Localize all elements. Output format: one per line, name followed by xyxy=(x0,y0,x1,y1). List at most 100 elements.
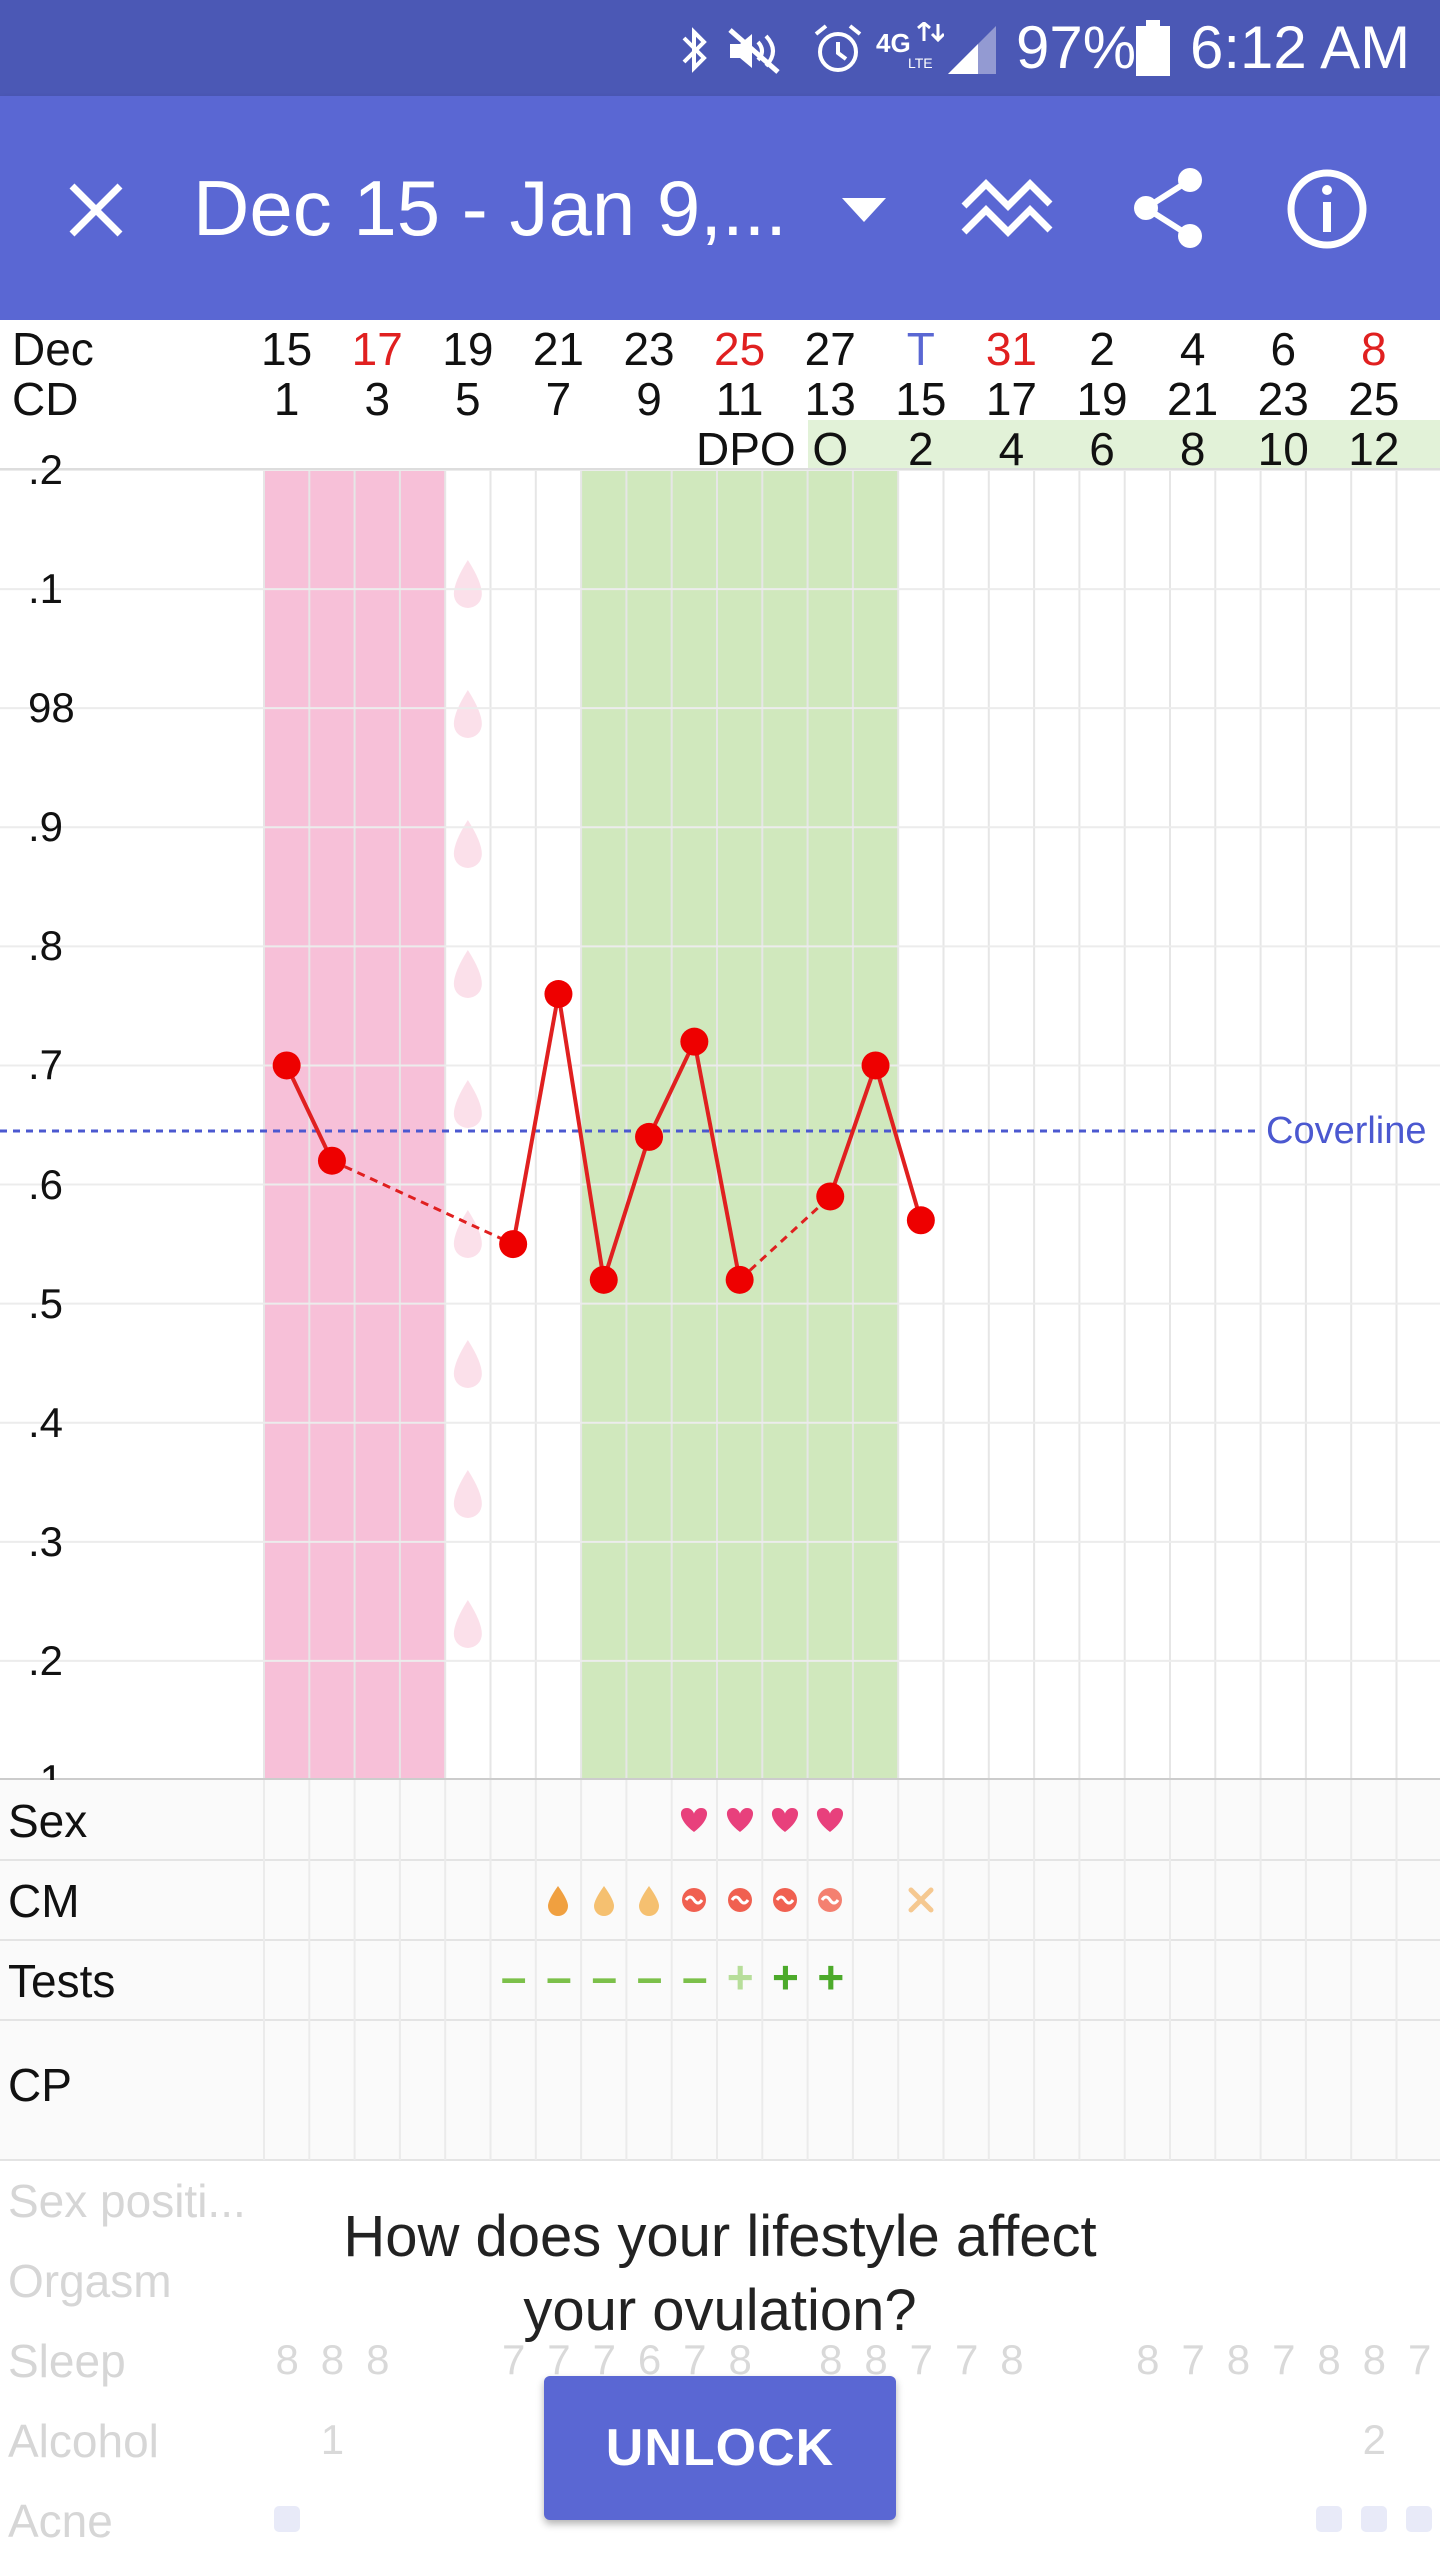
header-date[interactable]: 23 xyxy=(623,323,675,375)
header-cycle-day: 1 xyxy=(273,373,300,425)
mute-icon xyxy=(728,28,780,74)
test-result-mark: – xyxy=(546,1951,572,2003)
header-cycle-day: 5 xyxy=(455,373,481,425)
heart-icon xyxy=(817,1808,844,1832)
spotting-drop-icon xyxy=(453,950,482,998)
temperature-line-segment xyxy=(692,1041,742,1281)
temperature-point xyxy=(816,1182,845,1211)
sleep-value: 7 xyxy=(547,2336,571,2383)
header-date[interactable]: T xyxy=(906,323,935,375)
test-result-mark: – xyxy=(591,1951,618,2003)
temperature-point xyxy=(861,1051,890,1080)
sleep-value: 8 xyxy=(728,2336,752,2383)
temperature-point xyxy=(906,1206,935,1235)
sleep-value: 8 xyxy=(1226,2336,1251,2383)
header-dpo: 8 xyxy=(1179,423,1206,475)
header-date[interactable]: 31 xyxy=(985,323,1038,375)
header-date[interactable]: 19 xyxy=(442,323,494,375)
temperature-chart-svg[interactable]: Coverline xyxy=(0,469,1440,1781)
svg-text:4G: 4G xyxy=(876,28,911,58)
spotting-drop-icon xyxy=(453,560,482,608)
date-range-title[interactable]: Dec 15 - Jan 9,... xyxy=(193,164,787,252)
header-date[interactable]: 15 xyxy=(261,323,313,375)
bluetooth-icon xyxy=(682,27,707,73)
temperature-point xyxy=(589,1265,618,1294)
y-axis-tick: .7 xyxy=(28,1041,64,1089)
cross-icon xyxy=(908,1887,934,1913)
share-icon[interactable] xyxy=(1130,166,1206,250)
cd-label: CD xyxy=(12,373,79,425)
y-axis-tick: .8 xyxy=(28,922,64,970)
coverline-label: Coverline xyxy=(1266,1110,1427,1152)
acne-square-icon xyxy=(1406,2506,1433,2532)
row-label-sex-position: Sex positi... xyxy=(8,2175,246,2227)
header-date[interactable]: 6 xyxy=(1270,323,1297,375)
header-date[interactable]: 17 xyxy=(351,323,403,375)
spotting-drop-icon xyxy=(453,690,482,738)
drop-icon xyxy=(548,1886,569,1916)
header-date[interactable]: 4 xyxy=(1179,323,1206,375)
row-grid xyxy=(0,1780,1440,2161)
eggwhite-icon xyxy=(772,1888,797,1912)
row-label-alcohol: Alcohol xyxy=(8,2415,159,2467)
row-label-tests: Tests xyxy=(8,1955,116,2007)
sleep-value: 8 xyxy=(275,2336,299,2383)
test-result-mark: + xyxy=(772,1951,799,2003)
sleep-value: 7 xyxy=(1272,2336,1296,2383)
temperature-point xyxy=(635,1122,664,1151)
header-date[interactable]: 21 xyxy=(532,323,585,375)
y-axis-tick: .1 xyxy=(28,565,64,613)
y-axis-tick: .5 xyxy=(28,1279,64,1327)
header-date[interactable]: 27 xyxy=(804,323,856,375)
temperature-line-segment xyxy=(556,993,606,1281)
header-cycle-day: 19 xyxy=(1076,373,1128,425)
sleep-value: 7 xyxy=(1407,2336,1432,2383)
dpo-label: DPO xyxy=(696,423,796,475)
header-date[interactable]: 8 xyxy=(1361,323,1387,375)
alcohol-value: 1 xyxy=(320,2416,345,2463)
sleep-value: 8 xyxy=(320,2336,345,2383)
chevron-down-icon[interactable] xyxy=(840,196,888,224)
row-label-acne: Acne xyxy=(8,2495,113,2547)
clock: 6:12 AM xyxy=(1190,14,1411,81)
spotting-drop-icon xyxy=(453,820,482,868)
header-date[interactable]: 25 xyxy=(714,323,766,375)
spotting-drop-icon xyxy=(453,1340,482,1388)
unlock-button[interactable]: UNLOCK xyxy=(544,2376,896,2520)
heart-icon xyxy=(771,1808,798,1832)
header-dpo: 10 xyxy=(1257,423,1309,475)
temperature-point xyxy=(725,1265,754,1294)
signal-icon xyxy=(948,26,996,74)
y-axis-tick: .3 xyxy=(28,1517,64,1565)
row-label-sex: Sex xyxy=(8,1795,88,1847)
sleep-value: 8 xyxy=(864,2336,888,2383)
test-result-mark: + xyxy=(726,1951,754,2003)
chart-toggle-icon[interactable] xyxy=(960,166,1054,250)
header-cycle-day: 23 xyxy=(1257,373,1309,425)
header-cycle-day: 13 xyxy=(804,373,856,425)
temperature-line-segment xyxy=(828,1064,878,1198)
header-date[interactable]: 2 xyxy=(1089,323,1115,375)
sleep-value: 7 xyxy=(592,2336,616,2383)
row-label-orgasm: Orgasm xyxy=(8,2255,172,2307)
header-cycle-day: 15 xyxy=(895,373,947,425)
header-dpo: 6 xyxy=(1089,423,1115,475)
row-label-sleep: Sleep xyxy=(8,2335,126,2387)
battery-percent: 97% xyxy=(1016,14,1137,81)
header-cycle-day: 17 xyxy=(985,373,1038,425)
temperature-chart[interactable]: Coverline .2.1 98.9.8.7.6.5.4.3.2.1 xyxy=(0,448,1440,1802)
header-cycle-day: 7 xyxy=(545,373,572,425)
sleep-value: 8 xyxy=(1000,2336,1024,2383)
close-icon[interactable] xyxy=(66,180,126,240)
temperature-line-segment xyxy=(873,1064,923,1221)
temperature-point xyxy=(544,980,573,1008)
temperature-line-segment xyxy=(738,1195,832,1281)
acne-square-icon xyxy=(1315,2506,1342,2532)
eggwhite-icon xyxy=(818,1888,843,1912)
spotting-drop-icon xyxy=(453,1210,482,1258)
test-result-mark: – xyxy=(636,1951,663,2003)
unlock-promo-text: How does your lifestyle affect your ovul… xyxy=(343,2204,1097,2343)
drop-icon xyxy=(593,1886,614,1916)
info-icon[interactable] xyxy=(1286,168,1368,250)
